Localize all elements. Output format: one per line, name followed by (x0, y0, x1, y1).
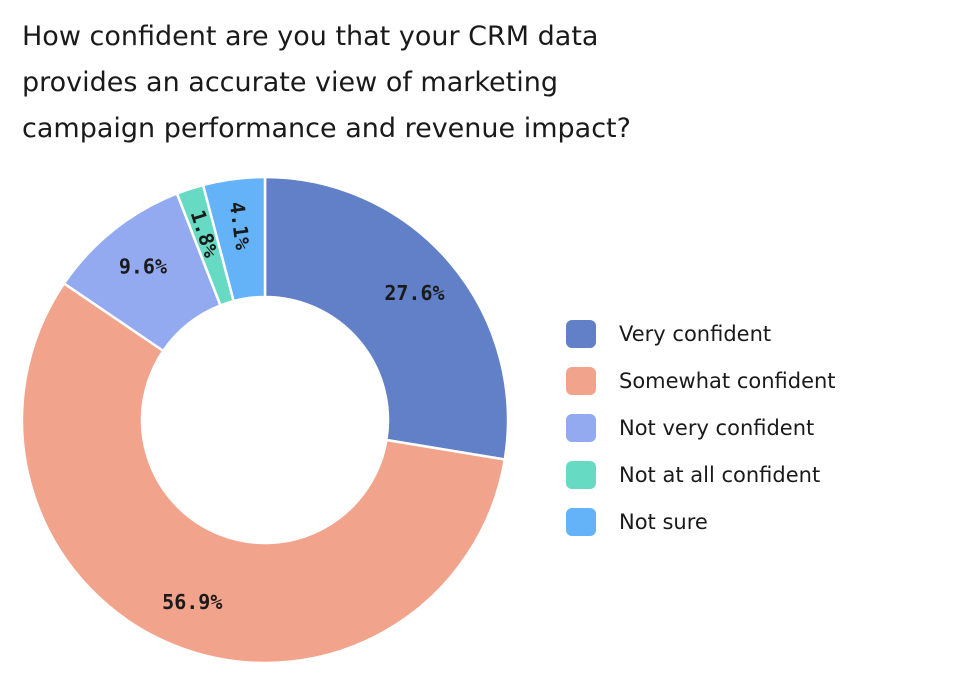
donut-slice-very-confident (263, 175, 510, 461)
legend-item-somewhat-confident: Somewhat confident (566, 357, 836, 404)
legend-item-not-sure: Not sure (566, 498, 836, 545)
legend-label-not-at-all-confident: Not at all confident (619, 462, 821, 487)
legend-label-not-sure: Not sure (619, 509, 708, 534)
legend-label-very-confident: Very confident (619, 321, 772, 346)
legend-item-not-at-all-confident: Not at all confident (566, 451, 836, 498)
legend-label-somewhat-confident: Somewhat confident (619, 368, 836, 393)
legend-swatch-not-sure (566, 507, 596, 536)
chart-title-line-3: campaign performance and revenue impact? (22, 113, 631, 144)
donut-slices (20, 175, 510, 665)
chart-title-line-1: How confident are you that your CRM data (22, 21, 599, 52)
chart-title-line-2: provides an accurate view of marketing (22, 67, 558, 98)
legend-label-not-very-confident: Not very confident (619, 415, 815, 440)
legend-swatch-not-very-confident (566, 413, 596, 442)
legend-swatch-very-confident (566, 319, 596, 348)
slice-label-somewhat-confident: 56.9% (162, 590, 222, 614)
slice-label-not-very-confident: 9.6% (119, 255, 167, 279)
donut-slice-not-sure (201, 175, 267, 303)
legend-item-very-confident: Very confident (566, 310, 836, 357)
legend-item-not-very-confident: Not very confident (566, 404, 836, 451)
chart-title: How confident are you that your CRM data… (22, 14, 722, 152)
slice-label-very-confident: 27.6% (384, 281, 444, 305)
donut-slice-somewhat-confident (20, 282, 507, 665)
legend-swatch-somewhat-confident (566, 366, 596, 395)
chart-legend: Very confident Somewhat confident Not ve… (566, 310, 836, 545)
legend-swatch-not-at-all-confident (566, 460, 596, 489)
